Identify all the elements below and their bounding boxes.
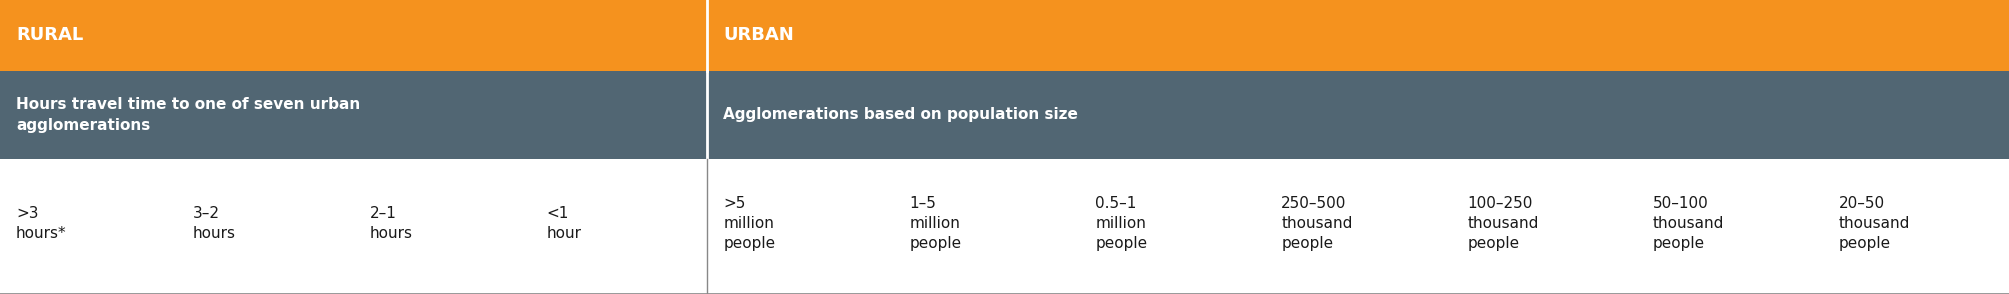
Text: 50–100
thousand
people: 50–100 thousand people (1653, 196, 1724, 251)
Text: RURAL: RURAL (16, 26, 82, 44)
Bar (0, 71, 2009, 159)
Text: >5
million
people: >5 million people (723, 196, 775, 251)
Text: 2–1
hours: 2–1 hours (370, 206, 412, 241)
Text: <1
hour: <1 hour (546, 206, 581, 241)
Bar (0, 159, 2009, 294)
Text: 20–50
thousand
people: 20–50 thousand people (1838, 196, 1911, 251)
Text: 3–2
hours: 3–2 hours (193, 206, 235, 241)
Text: Agglomerations based on population size: Agglomerations based on population size (723, 107, 1079, 122)
Text: 0.5–1
million
people: 0.5–1 million people (1095, 196, 1147, 251)
Text: 250–500
thousand
people: 250–500 thousand people (1282, 196, 1352, 251)
Bar (0, 0, 2009, 71)
Text: 100–250
thousand
people: 100–250 thousand people (1467, 196, 1539, 251)
Text: URBAN: URBAN (723, 26, 794, 44)
Text: >3
hours*: >3 hours* (16, 206, 66, 241)
Text: 1–5
million
people: 1–5 million people (910, 196, 962, 251)
Text: Hours travel time to one of seven urban
agglomerations: Hours travel time to one of seven urban … (16, 97, 360, 133)
